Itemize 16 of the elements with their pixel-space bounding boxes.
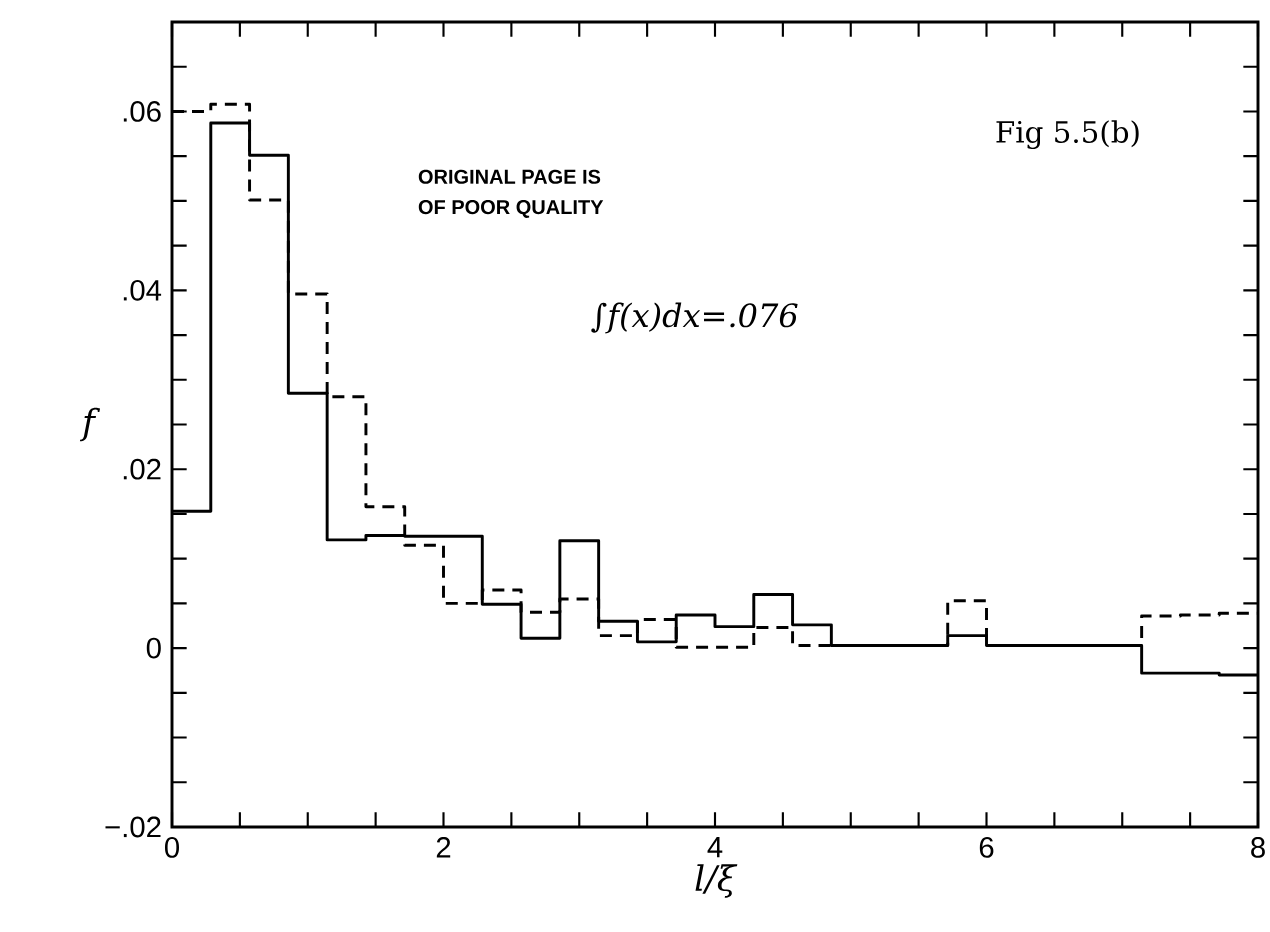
- annotation: OF POOR QUALITY: [418, 199, 604, 218]
- y-tick-label: −.02: [105, 816, 161, 838]
- annotation: ∫f(x)dx=.076: [591, 302, 798, 334]
- annotation: Fig 5.5(b): [996, 120, 1139, 150]
- y-axis-title: f: [79, 407, 101, 442]
- x-tick-label: 0: [165, 837, 180, 858]
- x-tick-label: 6: [979, 837, 994, 858]
- x-tick-label: 4: [707, 837, 723, 858]
- x-tick-label: 8: [1251, 837, 1265, 858]
- x-axis-title: l/ξ: [695, 864, 738, 898]
- x-tick-label: 2: [436, 837, 451, 858]
- y-tick-label: .02: [123, 458, 161, 480]
- y-tick-label: .04: [123, 279, 162, 301]
- y-tick-label: .06: [123, 101, 161, 122]
- annotation: ORIGINAL PAGE IS: [418, 169, 601, 184]
- y-tick-label: 0: [146, 637, 161, 659]
